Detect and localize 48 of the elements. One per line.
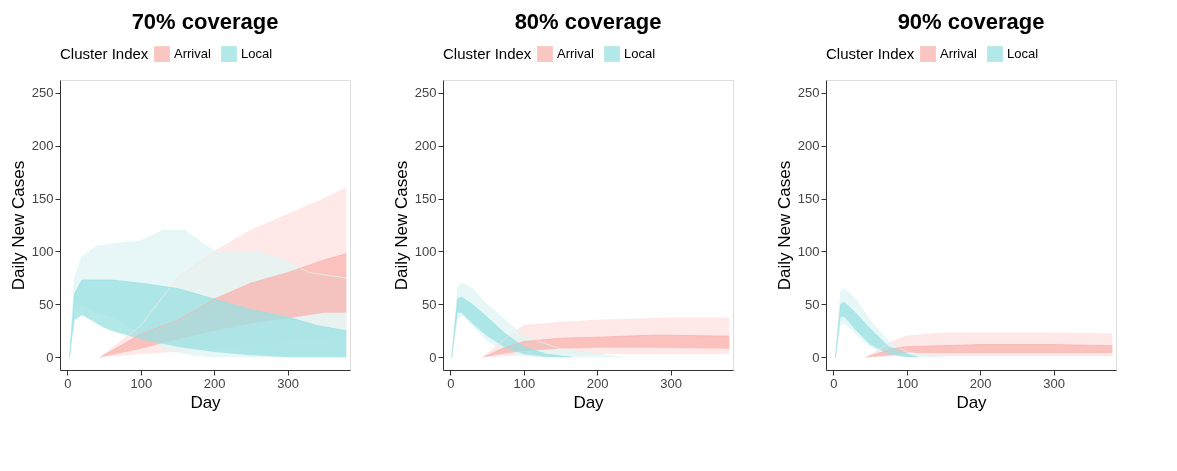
x-tick-label: 300 [277, 375, 299, 391]
x-tick-label: 0 [447, 375, 455, 391]
legend-label: Local [624, 46, 656, 62]
legend-title: Cluster Index [60, 45, 149, 62]
chart-title: 90% coverage [897, 9, 1045, 34]
legend-label: Arrival [940, 46, 977, 62]
legend-title: Cluster Index [826, 45, 915, 62]
x-tick-label: 200 [203, 375, 226, 391]
y-axis-title: Daily New Cases [8, 160, 28, 291]
legend-title: Cluster Index [443, 45, 532, 62]
legend-label: Local [241, 46, 273, 62]
y-tick-label: 200 [797, 138, 820, 154]
x-axis-title: Day [956, 392, 988, 412]
y-tick-label: 100 [31, 243, 54, 259]
y-tick-label: 0 [429, 349, 437, 365]
x-axis-title: Day [190, 392, 222, 412]
y-axis-title: Daily New Cases [391, 160, 411, 291]
y-tick-label: 250 [31, 85, 54, 101]
y-tick-label: 150 [797, 191, 820, 207]
x-tick-label: 0 [64, 375, 72, 391]
x-tick-label: 200 [586, 375, 609, 391]
x-tick-label: 100 [513, 375, 536, 391]
y-tick-label: 250 [414, 85, 437, 101]
y-tick-label: 200 [31, 138, 54, 154]
x-tick-label: 300 [660, 375, 682, 391]
y-tick-label: 150 [414, 191, 437, 207]
y-tick-label: 0 [812, 349, 820, 365]
legend-label: Arrival [557, 46, 594, 62]
y-tick-label: 250 [797, 85, 820, 101]
x-tick-label: 200 [969, 375, 992, 391]
chart-title: 80% coverage [514, 9, 662, 34]
x-axis-title: Day [573, 392, 605, 412]
x-tick-label: 100 [130, 375, 153, 391]
x-tick-label: 300 [1043, 375, 1065, 391]
y-tick-label: 200 [414, 138, 437, 154]
chart-title: 70% coverage [131, 9, 279, 34]
y-tick-label: 50 [39, 296, 54, 312]
y-tick-label: 0 [46, 349, 54, 365]
y-tick-label: 100 [797, 243, 820, 259]
legend-label: Local [1007, 46, 1039, 62]
x-tick-label: 100 [896, 375, 919, 391]
y-tick-label: 50 [805, 296, 820, 312]
legend-label: Arrival [174, 46, 211, 62]
y-tick-label: 150 [31, 191, 54, 207]
y-axis-title: Daily New Cases [774, 160, 794, 291]
y-tick-label: 50 [422, 296, 437, 312]
x-tick-label: 0 [830, 375, 838, 391]
y-tick-label: 100 [414, 243, 437, 259]
